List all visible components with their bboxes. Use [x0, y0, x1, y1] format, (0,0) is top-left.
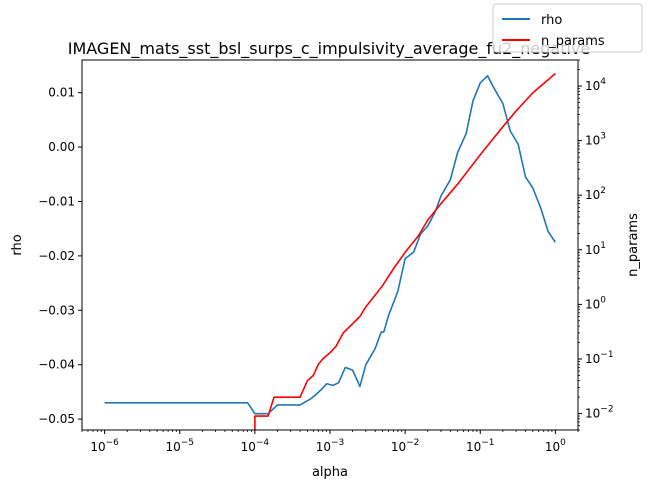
y-right-tick-label-base: 10 [585, 407, 600, 421]
x-tick-label: 10−3 [316, 438, 345, 454]
x-tick-label-base: 10 [165, 440, 180, 454]
y-right-tick-label: 102 [585, 186, 606, 202]
y-left-tick-label: −0.01 [38, 194, 75, 208]
y-left-tick-label: −0.04 [38, 358, 75, 372]
y-axis-right-label: n_params [626, 213, 641, 277]
x-tick-label-exp: −3 [331, 438, 344, 448]
y-right-tick-label-exp: 4 [600, 77, 606, 87]
x-tick-label-exp: −1 [481, 438, 494, 448]
x-tick-label-exp: −4 [256, 438, 270, 448]
legend-rho-label: rho [541, 13, 562, 28]
legend-n-params-label: n_params [541, 34, 605, 49]
x-axis: 10−6 10−5 10−4 10−3 10−2 10−1 100 [81, 430, 579, 454]
y-left-tick-label: 0.01 [48, 86, 75, 100]
y-right-tick-label-base: 10 [585, 243, 600, 257]
y-right-tick-label: 104 [585, 77, 606, 93]
y-right-tick-label-base: 10 [585, 79, 600, 93]
y-right-tick-label-exp: −2 [600, 405, 613, 415]
y-right-tick-label-exp: −1 [600, 350, 613, 360]
y-right-tick-label-exp: 1 [600, 241, 606, 251]
y-left-tick-label: 0.00 [48, 140, 75, 154]
x-tick-label: 10−4 [241, 438, 270, 454]
x-tick-label-exp: −6 [106, 438, 120, 448]
n-params-line-layer [254, 72, 556, 430]
y-right-tick-label: 10−2 [585, 405, 614, 421]
y-left-tick-label: −0.02 [38, 249, 75, 263]
y-right-tick-label-base: 10 [585, 134, 600, 148]
x-tick-label-exp: −2 [406, 438, 419, 448]
y-right-tick-label: 100 [585, 295, 606, 311]
x-tick-label-base: 10 [466, 440, 481, 454]
x-tick-label: 100 [545, 438, 566, 454]
x-tick-label: 10−2 [391, 438, 420, 454]
y-right-tick-label-base: 10 [585, 297, 600, 311]
x-axis-label: alpha [312, 465, 348, 480]
legend-box [492, 3, 643, 53]
x-tick-label-base: 10 [316, 440, 331, 454]
x-tick-label: 10−1 [466, 438, 495, 454]
rho-series-line [104, 74, 557, 415]
n-params-series-line [254, 72, 556, 430]
x-tick-label-base: 10 [90, 440, 105, 454]
x-tick-label-exp: 0 [560, 438, 566, 448]
y-left-tick-label: −0.05 [38, 412, 75, 426]
y-right-tick-label-exp: 3 [600, 132, 606, 142]
y-right-tick-label: 10−1 [585, 350, 614, 366]
x-tick-label-base: 10 [391, 440, 406, 454]
y-right-tick-label: 103 [585, 132, 606, 148]
y-right-tick-label-base: 10 [585, 352, 600, 366]
y-axis-left: 0.01 0.00 −0.01 −0.02 −0.03 −0.04 −0.05 [38, 86, 82, 426]
x-tick-label: 10−6 [90, 438, 119, 454]
chart-title: IMAGEN_mats_sst_bsl_surps_c_impulsivity_… [68, 39, 591, 59]
y-left-tick-label: −0.03 [38, 303, 75, 317]
rho-line-layer [104, 74, 557, 415]
y-axis-left-label: rho [10, 234, 25, 255]
y-right-tick-label-exp: 0 [600, 295, 606, 305]
y-right-tick-label-exp: 2 [600, 186, 606, 196]
x-tick-label: 10−5 [165, 438, 194, 454]
x-tick-label-base: 10 [545, 440, 560, 454]
y-right-tick-label-base: 10 [585, 188, 600, 202]
y-right-tick-label: 101 [585, 241, 606, 257]
legend: rho n_params [492, 3, 643, 53]
x-tick-label-base: 10 [241, 440, 256, 454]
x-tick-label-exp: −5 [181, 438, 194, 448]
